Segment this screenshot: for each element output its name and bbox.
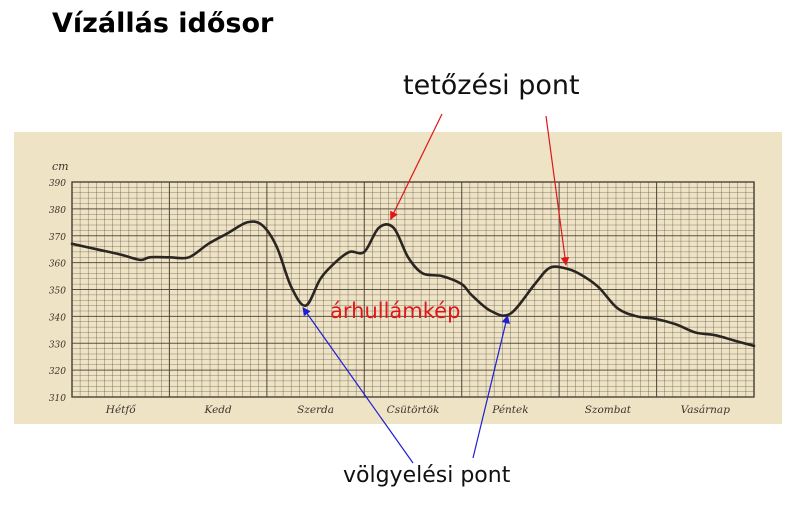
page-title: Vízállás idősor bbox=[52, 8, 274, 39]
x-tick-label: Szerda bbox=[297, 404, 334, 416]
peak-arrow bbox=[390, 113, 443, 221]
valley-arrow bbox=[472, 314, 510, 459]
peak-annotation: tetőzési pont bbox=[403, 70, 580, 101]
peak-arrow bbox=[545, 115, 570, 266]
annotation-arrows bbox=[302, 113, 570, 464]
paper-background bbox=[14, 132, 782, 424]
y-tick-label: 390 bbox=[49, 179, 66, 189]
valley-arrow bbox=[302, 306, 414, 464]
y-tick-label: 370 bbox=[49, 233, 66, 243]
x-tick-label: Csütörtök bbox=[387, 404, 440, 416]
valley-annotation: völgyelési pont bbox=[343, 463, 511, 488]
water-level-curve bbox=[70, 220, 756, 348]
x-tick-label: Péntek bbox=[491, 404, 528, 416]
y-tick-label: 380 bbox=[49, 206, 66, 216]
y-tick-label: 360 bbox=[49, 260, 66, 270]
wave-annotation: árhullámkép bbox=[330, 299, 460, 323]
x-tick-label: Szombat bbox=[585, 404, 632, 416]
y-tick-label: 320 bbox=[49, 367, 66, 377]
plot-frame bbox=[71, 181, 755, 398]
y-tick-label: 330 bbox=[49, 340, 66, 350]
grid bbox=[71, 181, 755, 398]
y-tick-label: 350 bbox=[49, 287, 66, 297]
y-unit-label: cm bbox=[52, 160, 69, 173]
x-tick-label: Kedd bbox=[204, 404, 232, 416]
x-tick-label: Vasárnap bbox=[681, 404, 731, 416]
y-tick-label: 310 bbox=[49, 394, 66, 404]
y-tick-label: 340 bbox=[49, 313, 66, 323]
tick-labels: 310 320 330 340 350 360 370 380 390 Hétfő Kedd Szer… bbox=[49, 179, 730, 416]
x-tick-label: Hétfő bbox=[105, 403, 136, 416]
